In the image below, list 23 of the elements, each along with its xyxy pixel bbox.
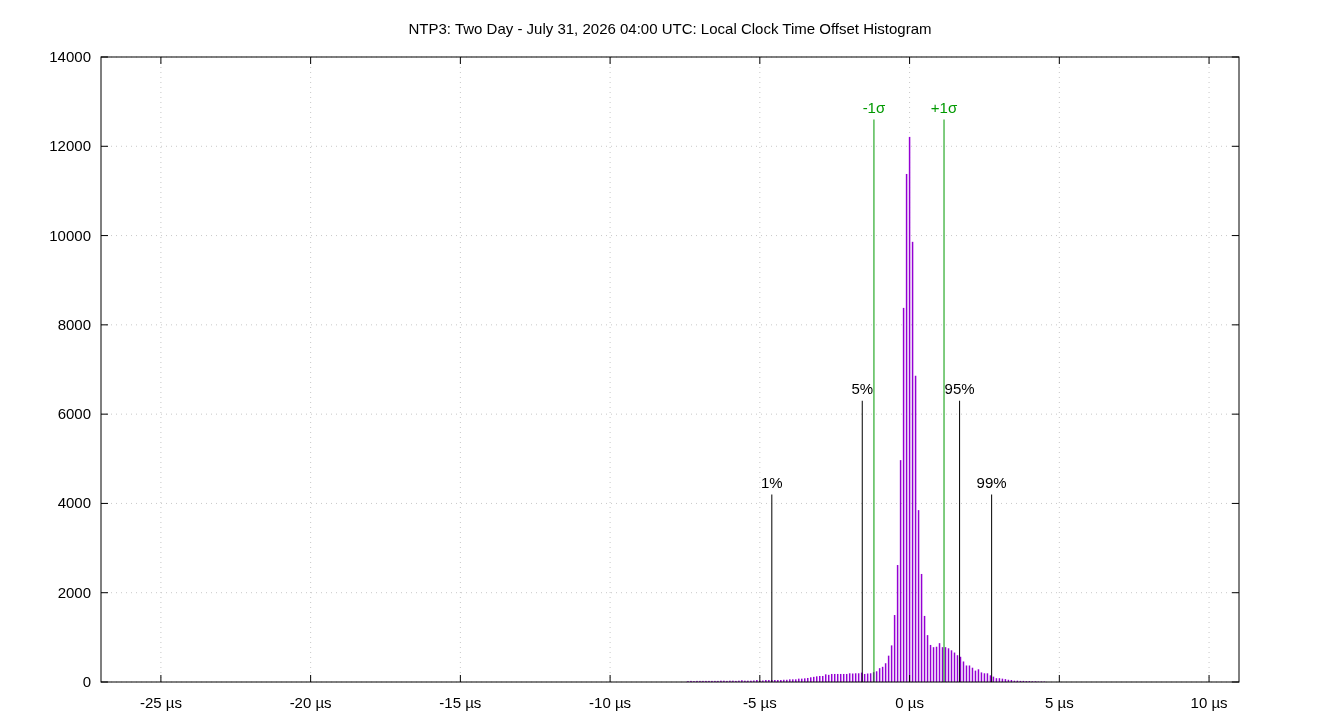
y-tick-label: 2000: [57, 583, 91, 601]
chart-title: NTP3: Two Day - July 31, 2026 04:00 UTC: Local Clock Time Offset Histogram: [408, 20, 932, 37]
ref-line-label: +1σ: [930, 98, 958, 116]
x-tick-label: -20 µs: [289, 694, 332, 711]
annotation: 95%: [944, 379, 975, 397]
y-tick-label: 6000: [57, 405, 91, 423]
y-tick-label: 12000: [49, 137, 91, 155]
y-tick-label: 0: [82, 673, 91, 690]
y-tick-label: 14000: [49, 48, 91, 65]
x-tick-label: 10 µs: [1190, 694, 1228, 711]
ref-line-label: -1σ: [862, 98, 886, 116]
annotation: 99%: [976, 473, 1007, 491]
x-tick-label: 0 µs: [895, 694, 924, 711]
x-tick-label: -15 µs: [439, 694, 482, 711]
x-tick-label: -25 µs: [139, 694, 182, 711]
x-tick-label: -10 µs: [589, 694, 632, 711]
x-tick-label: -5 µs: [743, 694, 777, 711]
x-tick-label: 5 µs: [1044, 694, 1074, 711]
y-tick-label: 4000: [57, 494, 91, 512]
y-tick-label: 10000: [49, 226, 91, 244]
y-tick-label: 8000: [57, 315, 91, 333]
annotation: 1%: [760, 473, 783, 491]
annotation: 5%: [851, 379, 874, 397]
